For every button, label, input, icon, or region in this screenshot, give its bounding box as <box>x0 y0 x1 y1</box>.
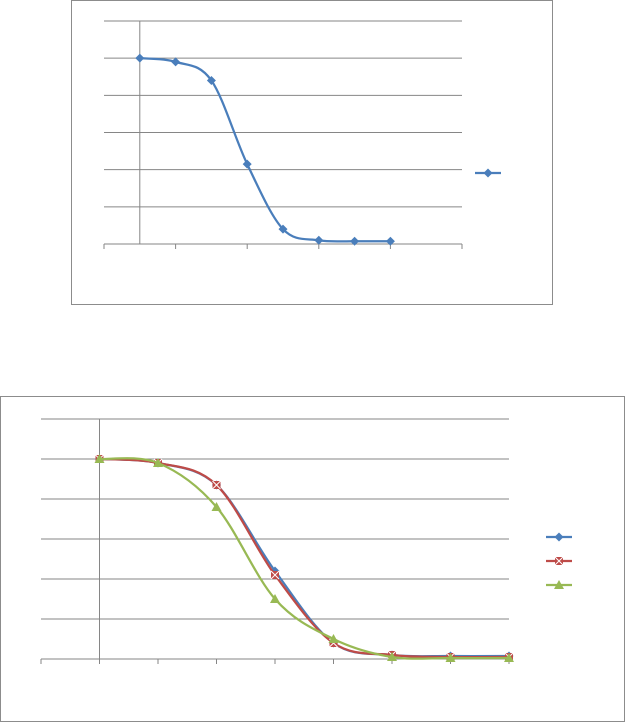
chart-1-series-1-point-7 <box>350 236 360 246</box>
chart-2-series-2-point-4 <box>270 570 280 580</box>
chart-2-series-3-point-5 <box>328 634 339 643</box>
chart-2-series-3-point-4 <box>270 594 280 603</box>
chart-1-frame <box>71 0 553 305</box>
chart-1-series-1-point-8 <box>385 236 395 246</box>
chart-2-series-2-point-3-cross <box>212 480 221 490</box>
chart-1-series-1-point-5 <box>278 224 288 234</box>
chart-2-series-3-point-8 <box>504 653 514 662</box>
chart-1-series-1-point-2 <box>171 57 181 67</box>
chart-2-series-2-point-4-cross <box>270 570 280 580</box>
chart-1-series-1-line <box>139 57 391 243</box>
chart-1-legend-marker-1 <box>483 168 493 178</box>
chart-2-legend-marker-3 <box>554 580 564 589</box>
chart-1-series-1-point-1 <box>135 53 145 63</box>
chart-2-legend-marker-2-cross <box>554 556 564 566</box>
chart-2-frame <box>0 396 625 722</box>
chart-2-series-2-point-3 <box>212 480 221 490</box>
chart-1-series-1-point-4 <box>242 159 252 169</box>
chart-2-legend-marker-1 <box>554 532 564 542</box>
chart-2-series-3-line <box>99 457 510 660</box>
chart-2-series-3-point-7 <box>445 653 456 662</box>
chart-2-series-1-line <box>99 457 510 658</box>
chart-2-series-3-point-1 <box>94 454 105 463</box>
chart-2-legend-marker-2 <box>554 556 564 566</box>
chart-1-svg <box>103 20 501 249</box>
chart-2-svg <box>40 418 572 664</box>
chart-2-series-3-point-3 <box>211 502 222 511</box>
chart-1-series-1-point-3 <box>206 75 216 85</box>
chart-2-series-3-point-6 <box>387 652 397 661</box>
chart-2-series-2-line <box>99 457 510 659</box>
chart-1-series-1-point-6 <box>314 235 324 245</box>
chart-2-series-3-point-2 <box>153 458 163 467</box>
